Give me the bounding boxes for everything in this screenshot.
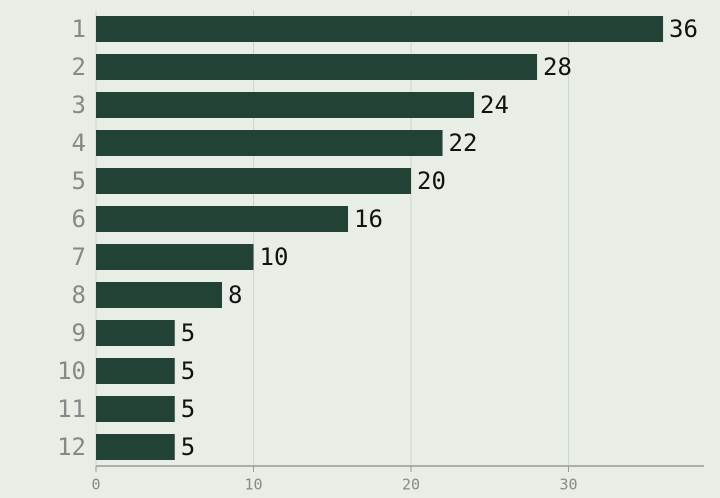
data-label: 36 bbox=[669, 15, 698, 43]
data-label: 28 bbox=[543, 53, 572, 81]
y-tick-label: 5 bbox=[72, 167, 86, 195]
data-label: 16 bbox=[354, 205, 383, 233]
bar bbox=[96, 130, 443, 156]
bar bbox=[96, 92, 475, 118]
data-label: 10 bbox=[260, 243, 289, 271]
bar bbox=[96, 320, 175, 346]
y-tick-label: 11 bbox=[57, 395, 86, 423]
data-label: 5 bbox=[181, 357, 195, 385]
x-tick-label: 30 bbox=[560, 476, 578, 494]
bar bbox=[96, 282, 223, 308]
data-label: 5 bbox=[181, 433, 195, 461]
data-label: 22 bbox=[449, 129, 478, 157]
data-label: 5 bbox=[181, 395, 195, 423]
y-tick-label: 7 bbox=[72, 243, 86, 271]
bar bbox=[96, 206, 349, 232]
y-tick-label: 2 bbox=[72, 53, 86, 81]
y-tick-label: 8 bbox=[72, 281, 86, 309]
x-tick-label: 0 bbox=[91, 476, 100, 494]
y-tick-label: 6 bbox=[72, 205, 86, 233]
bar bbox=[96, 396, 175, 422]
bar bbox=[96, 434, 175, 460]
x-tick-label: 20 bbox=[402, 476, 420, 494]
y-tick-label: 3 bbox=[72, 91, 86, 119]
data-label: 8 bbox=[228, 281, 242, 309]
y-tick-label: 12 bbox=[57, 433, 86, 461]
y-tick-label: 1 bbox=[72, 15, 86, 43]
bar bbox=[96, 358, 175, 384]
data-label: 20 bbox=[417, 167, 446, 195]
bar bbox=[96, 168, 412, 194]
bar bbox=[96, 16, 664, 42]
x-tick-label: 10 bbox=[244, 476, 262, 494]
data-label: 5 bbox=[181, 319, 195, 347]
y-tick-label: 4 bbox=[72, 129, 86, 157]
y-tick-label: 10 bbox=[57, 357, 86, 385]
bar bbox=[96, 54, 538, 80]
y-tick-label: 9 bbox=[72, 319, 86, 347]
bar bbox=[96, 244, 254, 270]
data-label: 24 bbox=[480, 91, 509, 119]
